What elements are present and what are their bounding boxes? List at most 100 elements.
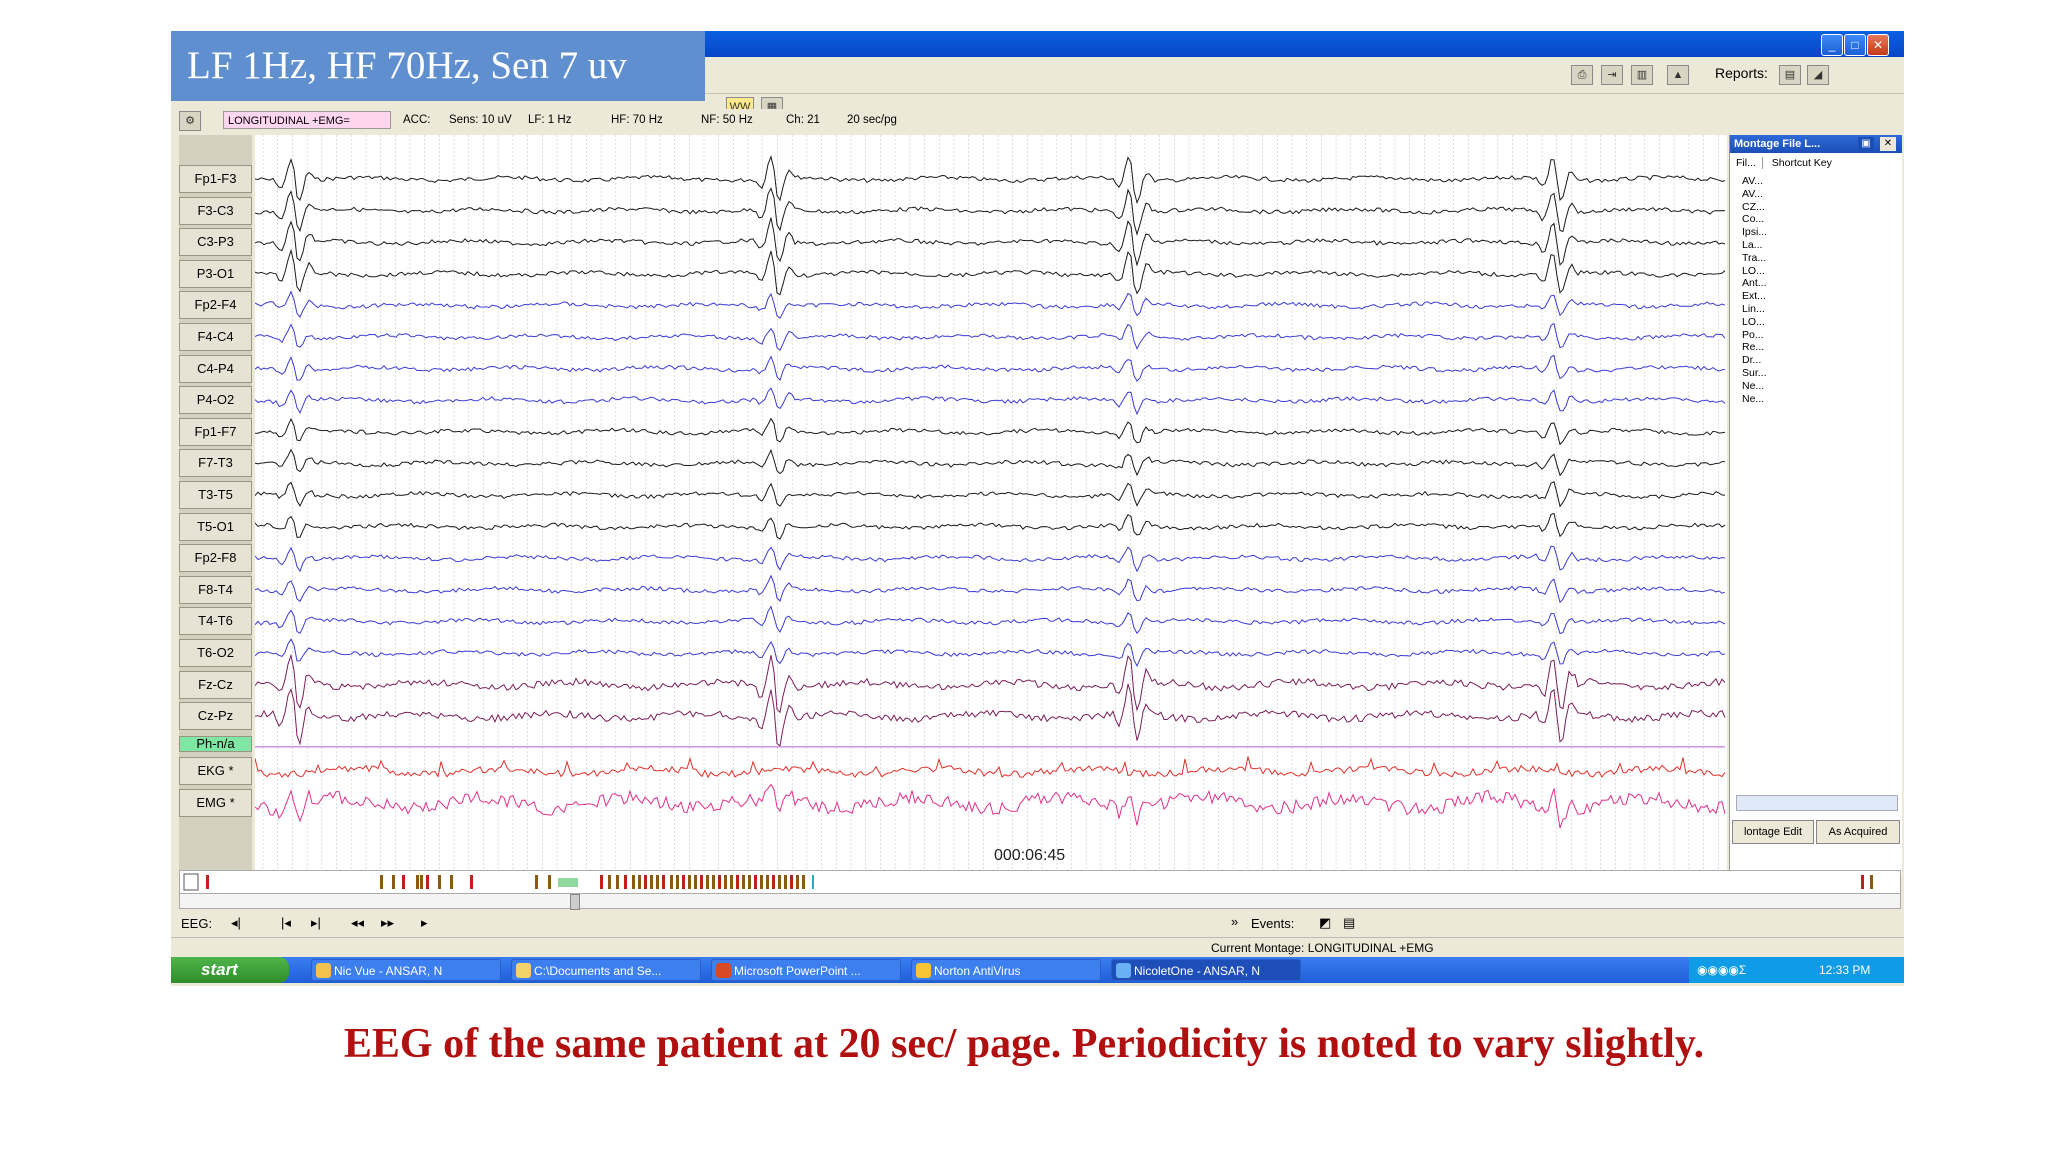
time-scrollbar[interactable]	[179, 893, 1901, 910]
channel-label[interactable]: Cz-Pz	[179, 702, 252, 731]
event-edit-icon[interactable]: ◩	[1319, 915, 1332, 930]
event-list-icon[interactable]: ▤	[1343, 915, 1356, 930]
hf-select[interactable]: HF: 70 Hz	[611, 114, 663, 126]
task-label: NicoletOne - ANSAR, N	[1134, 964, 1261, 978]
montage-item[interactable]: Ext...	[1742, 290, 1766, 303]
task-explorer[interactable]: C:\Documents and Se...	[511, 959, 701, 981]
channel-label[interactable]: P4-O2	[179, 386, 252, 415]
montage-item[interactable]: Sur...	[1742, 367, 1767, 379]
restore-icon[interactable]: ▣	[1858, 137, 1874, 151]
channel-label[interactable]: EMG *	[179, 789, 252, 817]
montage-item[interactable]: La...	[1742, 239, 1763, 251]
chart-icon[interactable]: ▥	[1631, 65, 1653, 85]
status-bar: Current Montage: LONGITUDINAL +EMG	[171, 937, 1904, 960]
event-marker	[470, 875, 473, 889]
montage-item[interactable]: Ant...	[1742, 277, 1767, 290]
montage-item[interactable]: Ne...	[1742, 379, 1765, 392]
channel-label[interactable]: Ph-n/a	[179, 735, 252, 752]
start-button[interactable]: start	[171, 957, 289, 983]
close-icon[interactable]: ✕	[1867, 34, 1889, 56]
eeg-trace-f4-c4	[255, 322, 1726, 352]
print-icon[interactable]: ⎙	[1571, 65, 1593, 85]
montage-item[interactable]: Re...	[1742, 341, 1765, 354]
step-back-icon[interactable]: ◂◂	[351, 915, 365, 930]
eeg-trace-area[interactable]	[255, 135, 1727, 875]
montage-item[interactable]: Ne...	[1742, 392, 1765, 405]
channel-label[interactable]: Fp1-F3	[179, 165, 252, 193]
montage-item[interactable]: AV...	[1742, 175, 1764, 187]
channel-label[interactable]: C3-P3	[179, 228, 252, 257]
export-icon[interactable]: ⇥	[1601, 65, 1623, 85]
event-marker	[380, 875, 383, 889]
scroll-thumb[interactable]	[570, 894, 580, 910]
montage-item[interactable]: Dr...	[1742, 354, 1762, 367]
powerpoint-icon	[716, 963, 731, 978]
channel-label[interactable]: T5-O1	[179, 512, 252, 541]
channel-label[interactable]: T3-T5	[179, 481, 252, 509]
task-label: Norton AntiVirus	[934, 964, 1021, 978]
lf-select[interactable]: LF: 1 Hz	[528, 114, 572, 126]
maximize-icon[interactable]: □	[1844, 34, 1866, 56]
next-page-icon[interactable]: ▸|	[311, 915, 321, 930]
channel-label[interactable]: F8-T4	[179, 575, 252, 604]
montage-scrollbar[interactable]	[1736, 795, 1898, 811]
report-icon[interactable]: ▤	[1779, 65, 1801, 85]
chevrons-icon[interactable]: »	[1231, 914, 1239, 929]
channel-label[interactable]: T4-T6	[179, 607, 252, 636]
as-acquired-button[interactable]: As Acquired	[1816, 820, 1900, 844]
montage-item[interactable]: LO...	[1742, 264, 1765, 277]
task-powerpoint[interactable]: Microsoft PowerPoint ...	[711, 959, 901, 981]
panel-close-icon[interactable]: ✕	[1880, 137, 1896, 151]
channel-label[interactable]: Fp1-F7	[179, 417, 252, 446]
channel-label[interactable]: T6-O2	[179, 639, 252, 667]
event-marker	[802, 875, 805, 889]
channel-label[interactable]: Fz-Cz	[179, 670, 252, 699]
task-nicoletone[interactable]: NicoletOne - ANSAR, N	[1111, 959, 1301, 981]
channel-label[interactable]: F4-C4	[179, 323, 252, 351]
montage-item[interactable]: Lin...	[1742, 303, 1765, 315]
column-file[interactable]: Fil...	[1736, 157, 1763, 169]
play-icon[interactable]: ▸	[421, 915, 428, 930]
montage-item[interactable]: Po...	[1742, 328, 1764, 341]
channel-label[interactable]: F7-T3	[179, 449, 252, 478]
prev-page-icon[interactable]: ◂|	[231, 915, 241, 930]
montage-item[interactable]: Tra...	[1742, 251, 1767, 264]
event-timeline[interactable]	[179, 870, 1901, 894]
first-page-icon[interactable]: |◂	[281, 915, 291, 930]
montage-edit-button[interactable]: lontage Edit	[1732, 820, 1814, 844]
sens-select[interactable]: Sens: 10 uV	[449, 114, 512, 126]
task-nicvue[interactable]: Nic Vue - ANSAR, N	[311, 959, 501, 981]
ch-select[interactable]: Ch: 21	[786, 114, 820, 126]
eeg-trace-f3-c3	[255, 187, 1726, 237]
eeg-trace-fp2-f8	[255, 545, 1726, 573]
column-shortcut[interactable]: Shortcut Key	[1771, 157, 1832, 169]
montage-item[interactable]: Ipsi...	[1742, 226, 1768, 239]
step-forward-icon[interactable]: ▸▸	[381, 915, 395, 930]
montage-item[interactable]: Co...	[1742, 213, 1765, 226]
channel-label[interactable]: EKG *	[179, 757, 252, 786]
channel-label[interactable]: Fp2-F8	[179, 544, 252, 573]
nf-select[interactable]: NF: 50 Hz	[701, 114, 753, 126]
event-marker	[700, 875, 703, 889]
task-norton[interactable]: Norton AntiVirus	[911, 959, 1101, 981]
montage-item[interactable]: LO...	[1742, 315, 1765, 328]
event-marker	[1861, 875, 1864, 889]
eeg-trace-ekg-	[255, 756, 1726, 779]
channel-label[interactable]: Fp2-F4	[179, 291, 252, 320]
montage-icon[interactable]: ⚙	[179, 111, 201, 131]
montage-item[interactable]: CZ...	[1742, 200, 1765, 213]
page-select[interactable]: 20 sec/pg	[847, 114, 897, 126]
minimize-icon[interactable]: _	[1821, 34, 1843, 56]
alert-icon[interactable]: ▲	[1667, 65, 1689, 85]
channel-label[interactable]: P3-O1	[179, 259, 252, 288]
report-edit-icon[interactable]: ◢	[1807, 65, 1829, 85]
event-marker	[438, 875, 441, 889]
event-marker	[1870, 875, 1873, 889]
montage-select[interactable]: LONGITUDINAL +EMG=	[223, 111, 391, 129]
channel-label[interactable]: C4-P4	[179, 354, 252, 383]
montage-list: AV... AV... CZ... Co... Ipsi... La... Tra... LO…	[1730, 175, 1902, 775]
channel-label[interactable]: F3-C3	[179, 196, 252, 225]
montage-item[interactable]: AV...	[1742, 187, 1764, 200]
tray-icons[interactable]: ◉◉◉◉Σ	[1697, 963, 1747, 977]
event-marker	[616, 875, 619, 889]
